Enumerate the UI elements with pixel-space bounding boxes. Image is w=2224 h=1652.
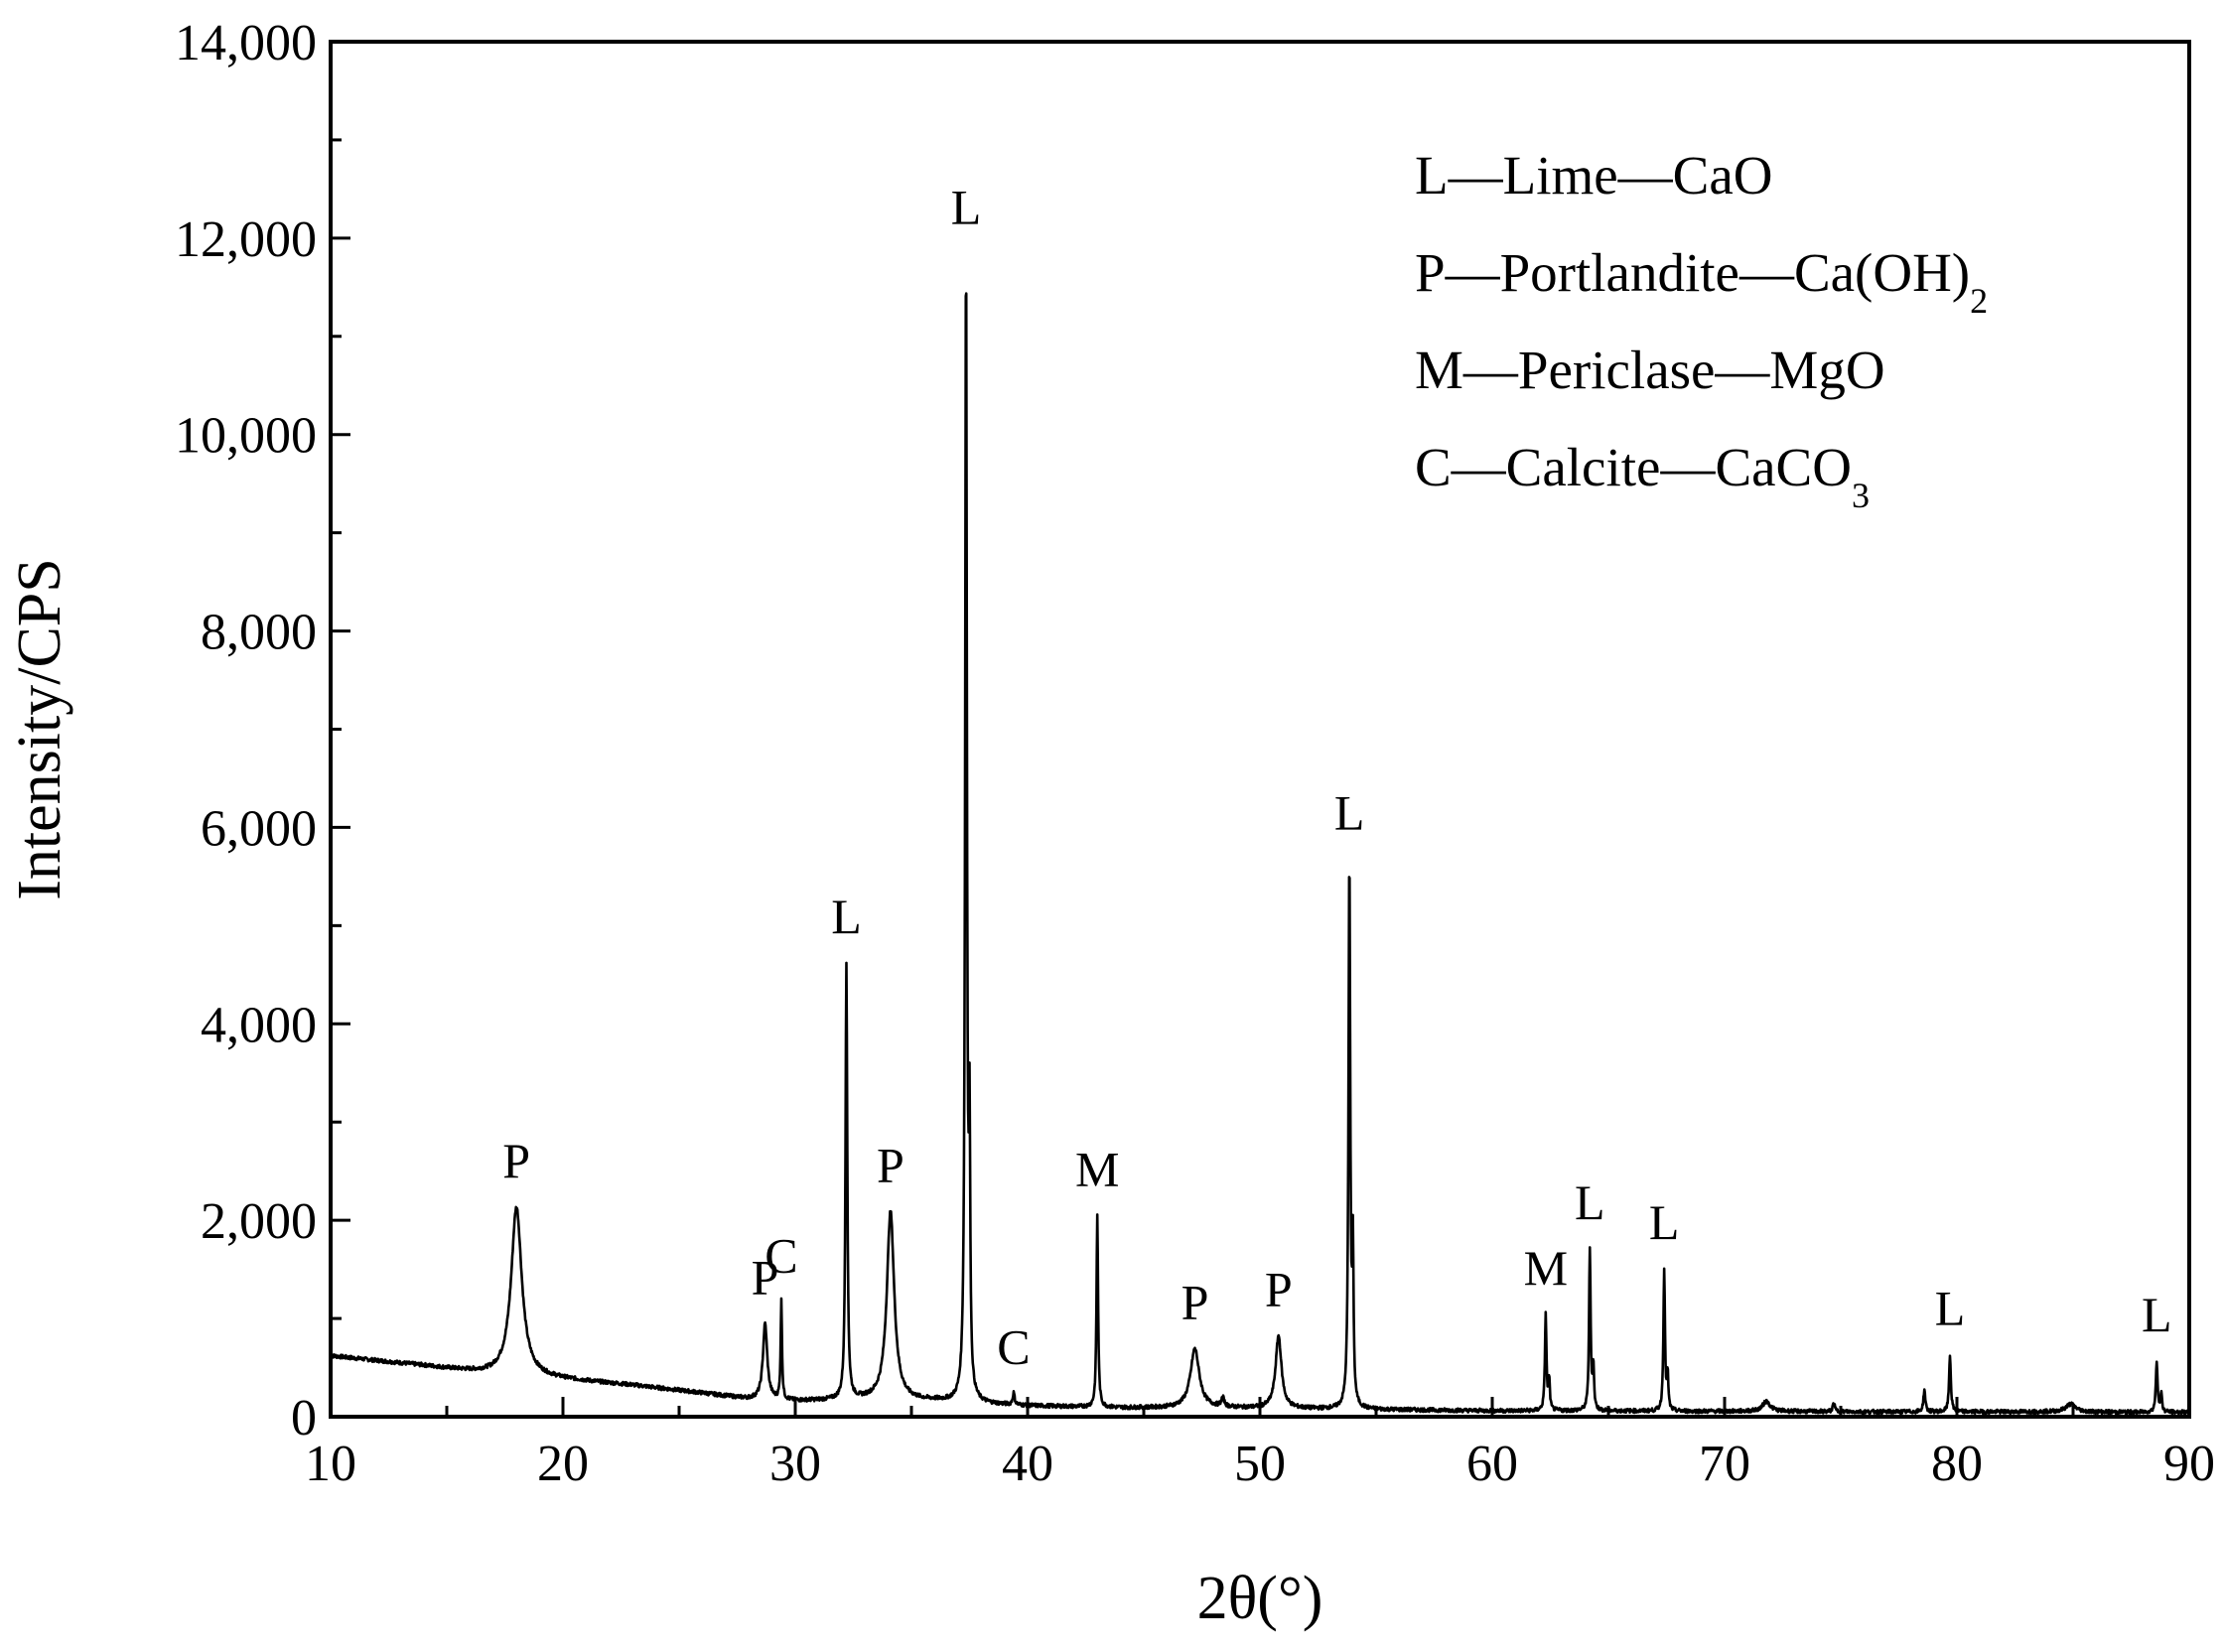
y-tick-label: 12,000 — [175, 211, 317, 268]
peak-label: L — [951, 180, 982, 235]
y-tick-label: 0 — [291, 1390, 317, 1446]
x-axis-title: 2θ(°) — [1197, 1565, 1323, 1632]
y-tick-label: 10,000 — [175, 408, 317, 465]
x-tick-label: 90 — [2163, 1436, 2215, 1492]
y-tick-label: 8,000 — [201, 605, 317, 661]
legend-entry-text: M—Periclase—MgO — [1415, 340, 1885, 400]
legend-entry: C—Calcite—CaCO3 — [1415, 437, 1870, 515]
peak-label: P — [877, 1138, 904, 1193]
legend: L—Lime—CaO P—Portlandite—Ca(OH)2 M—Pericla… — [1415, 145, 1988, 515]
y-tick-label: 4,000 — [201, 997, 317, 1053]
x-tick-label: 60 — [1466, 1436, 1518, 1492]
peak-label: L — [1649, 1194, 1680, 1250]
y-tick-label: 6,000 — [201, 800, 317, 857]
x-tick-label: 20 — [537, 1436, 589, 1492]
peak-label: P — [752, 1250, 779, 1306]
x-tick-label: 30 — [769, 1436, 821, 1492]
y-axis-title: Intensity/CPS — [6, 558, 73, 900]
legend-entry: M—Periclase—MgO — [1415, 340, 1885, 400]
x-tick-label: 50 — [1234, 1436, 1286, 1492]
legend-entry-text: L—Lime—CaO — [1415, 145, 1772, 206]
peak-label: L — [831, 889, 862, 944]
xrd-pattern-line — [330, 292, 2191, 1416]
legend-entry: P—Portlandite—Ca(OH)2 — [1415, 242, 1988, 321]
y-tick-label: 14,000 — [175, 15, 317, 71]
peak-label: C — [997, 1319, 1030, 1375]
peak-label: C — [764, 1228, 797, 1284]
peak-label: P — [502, 1133, 530, 1188]
x-tick-label: 40 — [1002, 1436, 1053, 1492]
plot-area-frame — [329, 40, 2191, 1419]
x-tick-label: 70 — [1699, 1436, 1750, 1492]
x-tick-label: 80 — [1931, 1436, 1983, 1492]
peak-label: M — [1075, 1142, 1119, 1197]
peak-label: L — [1334, 785, 1365, 841]
peak-label: L — [1935, 1281, 1966, 1336]
legend-entry-subscript: 3 — [1852, 476, 1870, 515]
legend-entry-text: P—Portlandite—Ca(OH) — [1415, 242, 1970, 303]
legend-entry-subscript: 2 — [1970, 281, 1988, 321]
x-tick-label: 10 — [305, 1436, 356, 1492]
peak-label: L — [2142, 1287, 2172, 1342]
y-tick-label: 2,000 — [201, 1193, 317, 1250]
peak-label: M — [1524, 1240, 1568, 1296]
y-ticks: 0 2,000 4,000 6,000 8,000 10,000 12,000 14,000 — [175, 15, 350, 1446]
legend-entry-text: C—Calcite—CaCO — [1415, 437, 1852, 497]
legend-entry: L—Lime—CaO — [1415, 145, 1772, 206]
peak-label: P — [1265, 1262, 1293, 1317]
peak-label: P — [1182, 1275, 1209, 1330]
peak-label: L — [1575, 1174, 1605, 1230]
